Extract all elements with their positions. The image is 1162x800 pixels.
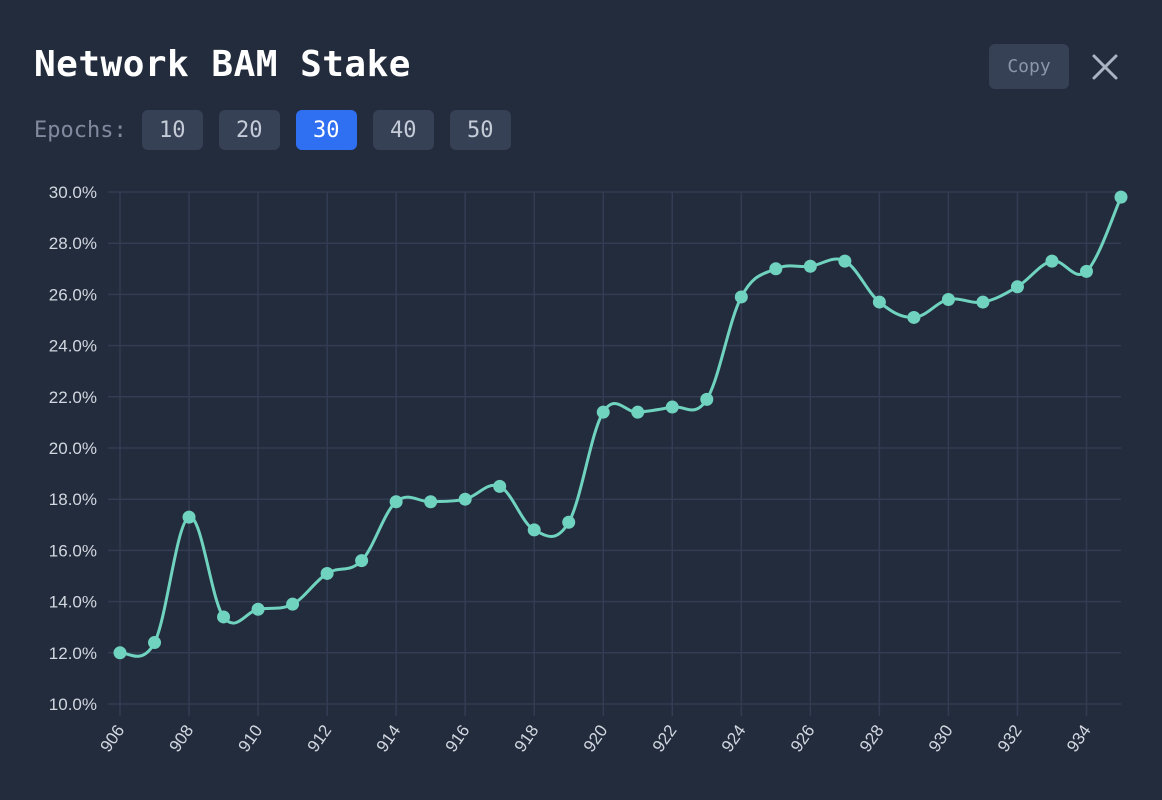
y-tick-label: 12.0% [49,644,97,663]
data-point [596,405,610,419]
data-point [562,515,576,529]
x-tick-label: 910 [235,721,267,755]
y-tick-label: 10.0% [49,695,97,714]
data-point [838,254,852,268]
x-tick-label: 928 [856,721,888,755]
data-point [527,523,541,537]
y-tick-label: 22.0% [49,388,97,407]
data-point [148,636,162,650]
data-point [1079,264,1093,278]
data-point [665,400,679,414]
x-tick-label: 934 [1063,721,1095,755]
data-point [803,259,817,273]
y-tick-label: 30.0% [49,183,97,202]
data-point [113,646,127,660]
x-tick-label: 926 [787,721,819,755]
data-point [355,554,369,568]
epoch-option-50[interactable]: 50 [449,110,511,150]
data-point [458,492,472,506]
y-tick-label: 18.0% [49,490,97,509]
data-point [251,602,265,616]
epoch-option-30[interactable]: 30 [295,110,357,150]
data-point [734,290,748,304]
x-tick-label: 916 [442,721,474,755]
y-tick-label: 28.0% [49,234,97,253]
x-tick-label: 920 [580,721,612,755]
data-point [182,510,196,524]
data-point [1045,254,1059,268]
data-point [631,405,645,419]
y-tick-label: 20.0% [49,439,97,458]
epochs-selector: Epochs: 10 20 30 40 50 [34,110,527,150]
data-point [1114,190,1128,204]
y-tick-label: 14.0% [49,593,97,612]
x-tick-label: 922 [649,721,681,755]
data-point [700,392,714,406]
epoch-option-20[interactable]: 20 [218,110,280,150]
data-point [424,495,438,509]
epochs-label: Epochs: [34,117,127,143]
x-tick-label: 906 [96,721,128,755]
x-tick-label: 918 [511,721,543,755]
data-point [493,479,507,493]
data-point [217,610,231,624]
y-tick-label: 24.0% [49,337,97,356]
data-point [941,293,955,307]
data-point [872,295,886,309]
data-point [769,262,783,276]
epoch-option-10[interactable]: 10 [141,110,203,150]
x-tick-label: 932 [994,721,1026,755]
copy-button[interactable]: Copy [989,44,1069,89]
close-icon [1092,54,1118,80]
y-tick-label: 16.0% [49,541,97,560]
series-line [119,196,1123,658]
data-point [1010,280,1024,294]
x-tick-label: 912 [304,721,336,755]
close-button[interactable] [1088,50,1122,84]
data-point [320,566,334,580]
x-tick-label: 914 [373,721,405,755]
x-tick-label: 930 [925,721,957,755]
data-point [286,597,300,611]
epoch-option-40[interactable]: 40 [372,110,434,150]
data-point [976,295,990,309]
x-tick-label: 924 [718,721,750,755]
y-tick-label: 26.0% [49,285,97,304]
data-point [389,495,403,509]
data-point [907,310,921,324]
page-title: Network BAM Stake [34,44,411,85]
x-tick-label: 908 [165,721,197,755]
